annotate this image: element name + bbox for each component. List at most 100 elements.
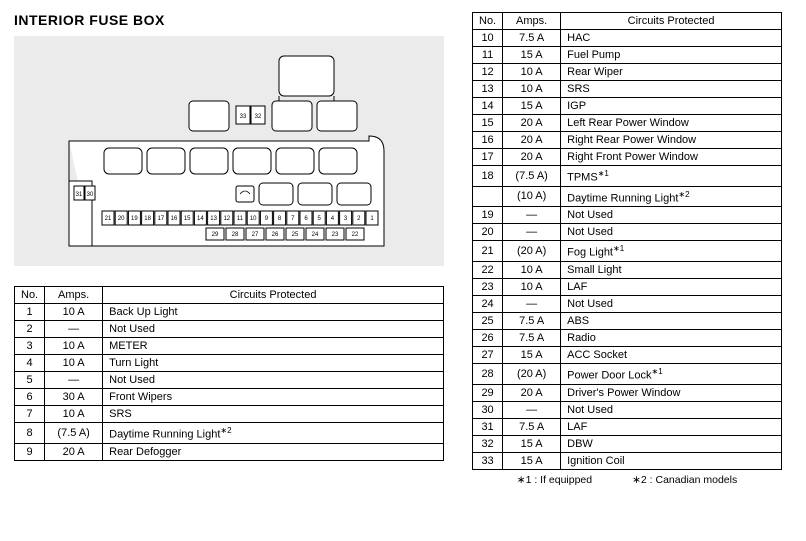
fuse-table-left: No. Amps. Circuits Protected 110 ABack U… — [14, 286, 444, 461]
table-row: 20—Not Used — [473, 224, 782, 241]
cell-circuit: METER — [103, 338, 444, 355]
table-row: 18(7.5 A)TPMS∗1 — [473, 166, 782, 187]
table-row: (10 A)Daytime Running Light∗2 — [473, 186, 782, 207]
cell-no: 17 — [473, 149, 503, 166]
svg-text:10: 10 — [250, 216, 257, 222]
cell-no: 25 — [473, 312, 503, 329]
cell-no: 8 — [15, 423, 45, 444]
cell-circuit: Daytime Running Light∗2 — [103, 423, 444, 444]
cell-amps: 15 A — [503, 346, 561, 363]
cell-amps: — — [45, 372, 103, 389]
cell-amps: 15 A — [503, 98, 561, 115]
cell-amps: (20 A) — [503, 363, 561, 384]
cell-circuit: Daytime Running Light∗2 — [561, 186, 782, 207]
cell-no: 12 — [473, 64, 503, 81]
cell-circuit: Not Used — [103, 321, 444, 338]
cell-amps: — — [503, 207, 561, 224]
col-circuits: Circuits Protected — [561, 13, 782, 30]
table-row: 630 AFront Wipers — [15, 389, 444, 406]
cell-no: 2 — [15, 321, 45, 338]
table-row: 1415 AIGP — [473, 98, 782, 115]
svg-text:17: 17 — [157, 216, 164, 222]
cell-circuit: ACC Socket — [561, 346, 782, 363]
cell-no: 23 — [473, 278, 503, 295]
table-row: 1310 ASRS — [473, 81, 782, 98]
cell-no: 15 — [473, 115, 503, 132]
cell-no: 7 — [15, 406, 45, 423]
cell-no: 3 — [15, 338, 45, 355]
table-row: 8(7.5 A)Daytime Running Light∗2 — [15, 423, 444, 444]
table-row: 24—Not Used — [473, 295, 782, 312]
cell-no: 18 — [473, 166, 503, 187]
cell-circuit: Not Used — [561, 401, 782, 418]
cell-amps: 10 A — [45, 338, 103, 355]
cell-amps: 20 A — [503, 384, 561, 401]
cell-circuit: Small Light — [561, 261, 782, 278]
table-row: 2715 AACC Socket — [473, 346, 782, 363]
cell-circuit: ABS — [561, 312, 782, 329]
table-row: 30—Not Used — [473, 401, 782, 418]
cell-amps: 10 A — [503, 64, 561, 81]
table-row: 267.5 ARadio — [473, 329, 782, 346]
footnote-1: ∗1 : If equipped — [517, 474, 592, 486]
table-row: 2920 ADriver's Power Window — [473, 384, 782, 401]
cell-no: 31 — [473, 418, 503, 435]
svg-text:24: 24 — [312, 232, 319, 238]
svg-text:23: 23 — [332, 232, 339, 238]
cell-no: 5 — [15, 372, 45, 389]
svg-text:14: 14 — [197, 216, 204, 222]
cell-amps: 7.5 A — [503, 418, 561, 435]
cell-no: 32 — [473, 435, 503, 452]
cell-circuit: Front Wipers — [103, 389, 444, 406]
cell-circuit: HAC — [561, 30, 782, 47]
cell-no: 28 — [473, 363, 503, 384]
table-row: 1520 ALeft Rear Power Window — [473, 115, 782, 132]
cell-no: 33 — [473, 452, 503, 469]
table-row: 110 ABack Up Light — [15, 304, 444, 321]
page-title: INTERIOR FUSE BOX — [14, 12, 444, 28]
svg-text:20: 20 — [118, 216, 125, 222]
table-row: 1115 AFuel Pump — [473, 47, 782, 64]
cell-circuit: Not Used — [561, 224, 782, 241]
cell-no: 24 — [473, 295, 503, 312]
cell-no: 4 — [15, 355, 45, 372]
cell-amps: 10 A — [503, 278, 561, 295]
cell-amps: — — [503, 295, 561, 312]
cell-amps: 15 A — [503, 47, 561, 64]
svg-text:16: 16 — [171, 216, 178, 222]
cell-amps: (7.5 A) — [45, 423, 103, 444]
svg-text:29: 29 — [212, 232, 219, 238]
cell-no: 21 — [473, 241, 503, 262]
cell-circuit: Right Rear Power Window — [561, 132, 782, 149]
cell-amps: 10 A — [45, 406, 103, 423]
cell-amps: 10 A — [503, 261, 561, 278]
table-row: 107.5 AHAC — [473, 30, 782, 47]
cell-no: 20 — [473, 224, 503, 241]
cell-amps: (7.5 A) — [503, 166, 561, 187]
table-row: 2310 ALAF — [473, 278, 782, 295]
cell-amps: 20 A — [45, 443, 103, 460]
cell-amps: 10 A — [503, 81, 561, 98]
svg-text:27: 27 — [252, 232, 259, 238]
table-row: 3215 ADBW — [473, 435, 782, 452]
cell-amps: — — [45, 321, 103, 338]
cell-circuit: Left Rear Power Window — [561, 115, 782, 132]
table-row: 1720 ARight Front Power Window — [473, 149, 782, 166]
cell-amps: (20 A) — [503, 241, 561, 262]
svg-text:28: 28 — [232, 232, 239, 238]
cell-amps: — — [503, 224, 561, 241]
cell-no: 9 — [15, 443, 45, 460]
table-row: 920 ARear Defogger — [15, 443, 444, 460]
table-row: 28(20 A)Power Door Lock∗1 — [473, 363, 782, 384]
cell-amps: 20 A — [503, 149, 561, 166]
cell-amps: 7.5 A — [503, 30, 561, 47]
cell-circuit: Radio — [561, 329, 782, 346]
cell-amps: 20 A — [503, 115, 561, 132]
svg-text:19: 19 — [131, 216, 138, 222]
cell-amps: 30 A — [45, 389, 103, 406]
cell-circuit: Fog Light∗1 — [561, 241, 782, 262]
cell-circuit: IGP — [561, 98, 782, 115]
table-row: 19—Not Used — [473, 207, 782, 224]
cell-no: 14 — [473, 98, 503, 115]
cell-circuit: SRS — [561, 81, 782, 98]
